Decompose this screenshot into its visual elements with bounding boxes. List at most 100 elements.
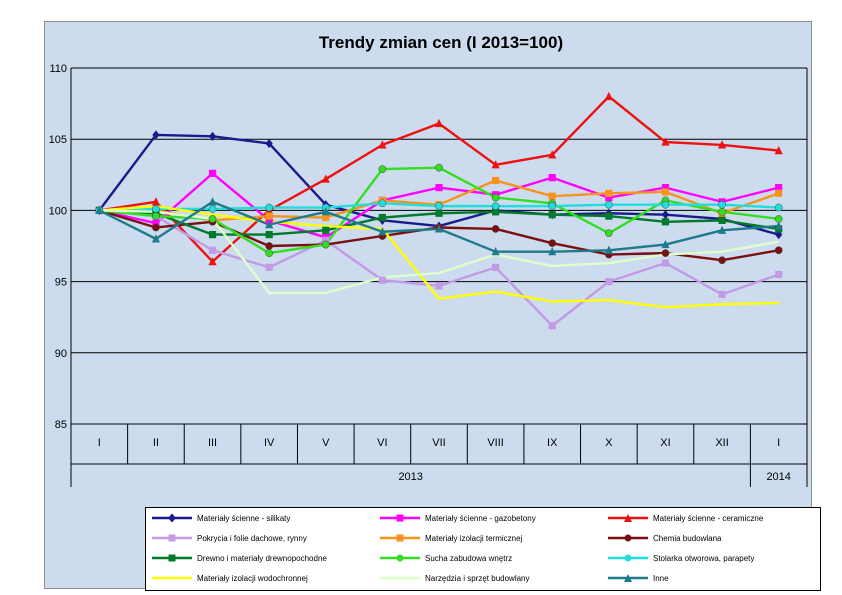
chart-legend: Materiały ścienne - silikaty Materiały śc… [145, 507, 821, 591]
data-point-s3 [717, 140, 727, 149]
legend-entry: Drewno i materiały drewnopochodne [150, 551, 327, 565]
x-tick-label: XII [715, 437, 728, 449]
x-tick-label: X [605, 437, 613, 449]
data-point-s3 [548, 150, 557, 159]
data-point-s9 [548, 202, 557, 210]
data-point-s2 [548, 174, 556, 182]
data-point-s7 [718, 216, 726, 224]
data-point-s3 [378, 140, 387, 149]
legend-swatch [608, 574, 648, 582]
data-point-s5 [492, 176, 500, 185]
data-point-s7 [605, 212, 613, 220]
legend-swatch [152, 576, 192, 580]
data-point-s2 [605, 193, 613, 202]
data-point-s12 [265, 220, 274, 229]
year-label: 2014 [766, 471, 790, 483]
legend-entry: Materiały izolacji termicznej [378, 531, 522, 545]
data-point-s3 [661, 137, 670, 146]
legend-swatch [152, 513, 192, 523]
legend-label: Narzędzia i sprzęt budowlany [425, 573, 530, 583]
legend-label: Inne [653, 573, 669, 583]
data-point-s6 [718, 256, 726, 265]
x-tick-label: VII [432, 437, 445, 449]
x-tick-label: I [98, 437, 101, 449]
legend-label: Materiały izolacji termicznej [425, 533, 523, 543]
data-point-s2 [775, 184, 783, 192]
legend-entry: Materiały ścienne - ceramiczne [606, 511, 763, 525]
data-point-s8 [718, 207, 726, 216]
legend-entry: Stolarka otworowa, parapety [606, 551, 754, 565]
chart-title: Trendy zmian cen (I 2013=100) [319, 33, 563, 52]
data-point-s3 [434, 118, 444, 128]
data-point-s12 [717, 225, 727, 234]
data-point-s9 [265, 203, 274, 212]
data-point-s12 [95, 205, 104, 214]
data-point-s8 [491, 193, 500, 202]
data-point-s7 [661, 218, 670, 226]
data-point-s8 [604, 229, 613, 238]
legend-entry: Chemia budowlana [606, 531, 722, 545]
legend-swatch [152, 534, 192, 542]
data-point-s12 [548, 247, 557, 256]
data-point-s7 [435, 209, 443, 217]
data-point-s3 [151, 197, 161, 206]
data-point-s5 [605, 189, 613, 197]
data-point-s5 [322, 213, 330, 222]
data-point-s12 [661, 239, 670, 249]
data-point-s9 [661, 200, 670, 209]
legend-label: Materiały izolacji wodochronnej [197, 573, 308, 583]
y-tick-label: 110 [49, 63, 67, 75]
x-tick-label: VIII [487, 437, 504, 449]
data-point-s7 [208, 231, 217, 239]
legend-entry: Materiały ścienne - gazobetony [378, 511, 536, 525]
data-point-s4 [492, 263, 500, 271]
legend-entry: Inne [606, 571, 669, 585]
data-point-s4 [208, 246, 217, 254]
data-point-s4 [718, 290, 726, 299]
x-tick-label: III [208, 437, 217, 449]
data-point-s4 [605, 278, 613, 286]
legend-entry: Pokrycia i folie dachowe, rynny [150, 531, 307, 545]
legend-swatch [380, 554, 420, 562]
data-point-s12 [434, 224, 444, 233]
data-point-s3 [491, 160, 500, 169]
data-point-s4 [435, 282, 443, 290]
data-point-s8 [774, 215, 783, 223]
legend-entry: Narzędzia i sprzęt budowlany [378, 571, 530, 585]
legend-swatch [608, 534, 648, 542]
legend-swatch [380, 514, 420, 522]
data-point-s5 [661, 188, 670, 196]
data-point-s1 [152, 130, 160, 140]
data-point-s6 [774, 246, 783, 255]
line-chart: Trendy zmian cen (I 2013=100) 85 90 95 100 1… [49, 33, 808, 487]
data-point-s8 [208, 215, 217, 223]
data-point-s6 [661, 249, 670, 257]
data-point-s8 [435, 163, 443, 172]
data-point-s4 [378, 276, 386, 284]
data-point-s12 [321, 207, 330, 216]
data-point-s9 [491, 202, 500, 210]
x-tick-label: V [322, 437, 330, 449]
data-point-s7 [378, 213, 386, 222]
data-point-s2 [208, 169, 217, 177]
data-point-s12 [378, 227, 387, 236]
y-tick-label: 85 [55, 419, 67, 431]
data-point-s7 [265, 231, 273, 239]
legend-label: Sucha zabudowa wnętrz [425, 553, 513, 563]
data-point-s4 [265, 263, 273, 271]
y-tick-label: 95 [55, 277, 67, 289]
legend-label: Stolarka otworowa, parapety [653, 553, 755, 563]
year-label: 2013 [398, 471, 422, 483]
data-point-s6 [491, 225, 500, 233]
data-point-s3 [774, 145, 783, 155]
data-point-s7 [548, 211, 556, 219]
data-point-s6 [265, 242, 274, 250]
data-point-s12 [604, 245, 613, 254]
data-point-s4 [548, 322, 556, 330]
legend-label: Chemia budowlana [653, 533, 722, 543]
chart-area: Trendy zmian cen (I 2013=100) 85 90 95 100 1… [44, 21, 821, 591]
y-tick-label: 105 [49, 134, 67, 146]
data-point-s2 [435, 184, 443, 192]
x-tick-label: II [153, 437, 159, 449]
data-point-s5 [775, 189, 783, 197]
